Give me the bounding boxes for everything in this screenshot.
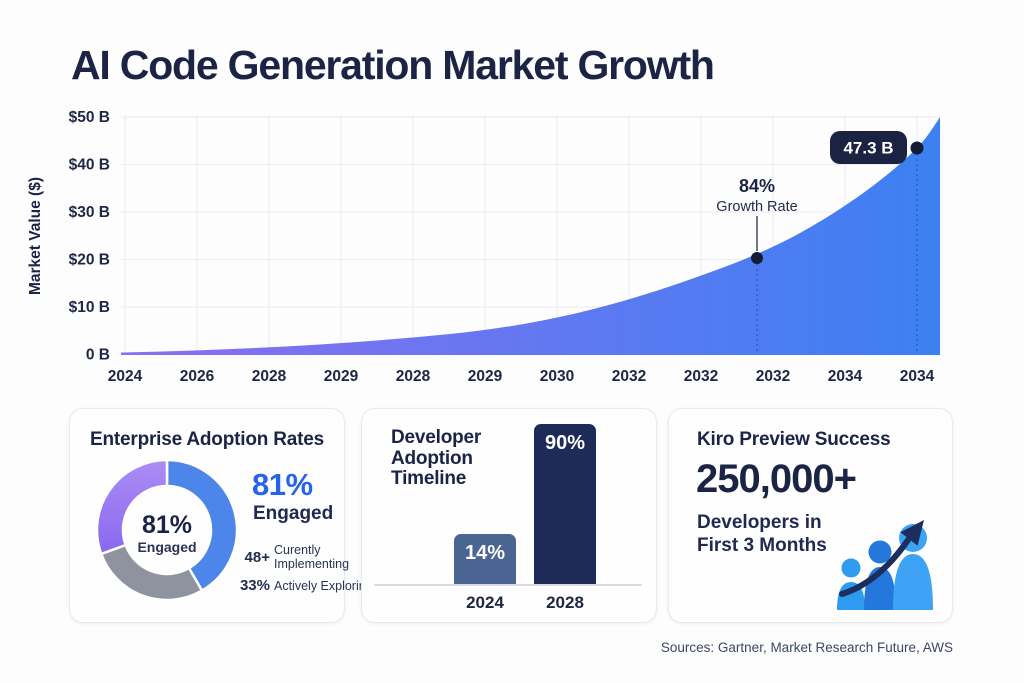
bar-2024-value: 14% (464, 542, 506, 564)
x-tick-labels: 2024 2026 2028 2029 2028 2029 2030 2032 … (108, 368, 935, 385)
x-tick-12: 2034 (900, 368, 935, 385)
x-tick-7: 2030 (540, 368, 574, 385)
bar-category-2028: 2028 (546, 593, 584, 612)
legend-item-currently-implementing: 48+ Curently Implementing (228, 543, 374, 571)
x-tick-6: 2029 (468, 368, 503, 385)
final-value-badge (830, 131, 907, 164)
x-tick-8: 2032 (612, 368, 646, 385)
growth-rate-label: Growth Rate (716, 199, 797, 215)
x-tick-10: 2032 (756, 368, 790, 385)
y-tick-0: 0 B (86, 347, 110, 364)
kiro-stat-value: 250,000+ (696, 457, 857, 501)
market-growth-area (121, 117, 940, 355)
developer-adoption-title: Developer Adoption Timeline (391, 427, 482, 490)
adoption-highlight-value: 81% (252, 467, 313, 502)
x-tick-2: 2026 (180, 368, 215, 385)
legend-label: Actively Exploring (274, 578, 373, 593)
enterprise-adoption-title: Enterprise Adoption Rates (90, 429, 324, 450)
bar-category-2024: 2024 (466, 593, 504, 612)
enterprise-adoption-donut: 81% Engaged (95, 458, 239, 602)
bar-2028-value: 90% (544, 432, 586, 454)
final-value-marker (910, 141, 924, 155)
bar-2028: 90% (534, 424, 596, 584)
v-gridlines (124, 115, 918, 355)
legend-value: 48+ (244, 548, 270, 566)
donut-segment-blue (165, 458, 239, 593)
adoption-highlight-label: Engaged (253, 503, 334, 524)
kiro-stat-label: Developers in First 3 Months (697, 512, 827, 557)
sources-text: Sources: Gartner, Market Research Future… (660, 640, 953, 655)
enterprise-adoption-card: Enterprise Adoption Rates 81% Engaged 81… (69, 408, 373, 623)
developers-growth-illustration (837, 520, 933, 610)
legend-label: Curently Implementing (274, 543, 350, 571)
legend-item-actively-exploring: 33% Actively Exploring (228, 577, 374, 594)
x-tick-3: 2028 (252, 368, 287, 385)
y-tick-40: $40 B (69, 157, 110, 174)
donut-segment-purple (95, 458, 169, 556)
legend-value: 33% (239, 577, 270, 594)
y-tick-10: $10 B (69, 299, 110, 316)
y-tick-30: $30 B (69, 204, 110, 221)
x-tick-9: 2032 (684, 368, 718, 385)
x-tick-4: 2029 (324, 368, 359, 385)
growth-arrow-icon (839, 520, 924, 597)
x-tick-1: 2024 (108, 368, 143, 385)
final-value-badge-text: 47.3 B (843, 139, 893, 158)
kiro-card-title: Kiro Preview Success (697, 429, 891, 450)
x-tick-11: 2034 (828, 368, 863, 385)
growth-rate-marker (751, 252, 763, 264)
developer-adoption-card: Developer Adoption Timeline 14% 90% 2024… (361, 408, 657, 623)
bar-baseline (374, 584, 642, 586)
market-growth-chart: 84% Growth Rate 47.3 B $50 B $40 B $30 B… (27, 109, 940, 385)
donut-center-label: Engaged (137, 539, 196, 555)
bar-2024: 14% (454, 534, 516, 584)
donut-center-value: 81% (142, 511, 192, 539)
y-tick-20: $20 B (69, 252, 110, 269)
y-axis-title: Market Value ($) (27, 177, 44, 295)
y-tick-labels: $50 B $40 B $30 B $20 B $10 B 0 B (69, 109, 110, 364)
y-tick-50: $50 B (69, 109, 110, 126)
growth-rate-value: 84% (739, 176, 775, 196)
kiro-preview-card: Kiro Preview Success 250,000+ Developers… (668, 408, 953, 623)
x-tick-5: 2028 (396, 368, 431, 385)
page-title: AI Code Generation Market Growth (71, 42, 715, 88)
